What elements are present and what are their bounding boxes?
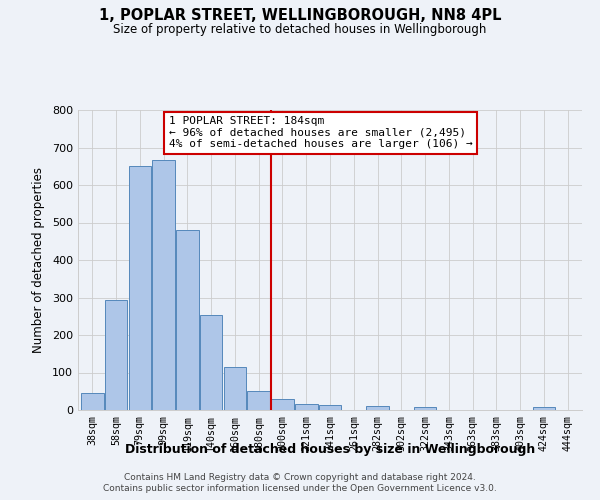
- Bar: [105, 300, 127, 410]
- Text: Distribution of detached houses by size in Wellingborough: Distribution of detached houses by size …: [125, 442, 535, 456]
- Bar: [366, 406, 389, 410]
- Bar: [152, 160, 175, 410]
- Text: Size of property relative to detached houses in Wellingborough: Size of property relative to detached ho…: [113, 22, 487, 36]
- Bar: [224, 367, 246, 410]
- Bar: [81, 393, 104, 410]
- Bar: [295, 404, 317, 410]
- Text: Contains HM Land Registry data © Crown copyright and database right 2024.: Contains HM Land Registry data © Crown c…: [124, 472, 476, 482]
- Y-axis label: Number of detached properties: Number of detached properties: [32, 167, 45, 353]
- Bar: [247, 391, 270, 410]
- Bar: [200, 315, 223, 410]
- Bar: [414, 408, 436, 410]
- Text: 1, POPLAR STREET, WELLINGBOROUGH, NN8 4PL: 1, POPLAR STREET, WELLINGBOROUGH, NN8 4P…: [99, 8, 501, 22]
- Bar: [533, 407, 555, 410]
- Bar: [319, 405, 341, 410]
- Text: 1 POPLAR STREET: 184sqm
← 96% of detached houses are smaller (2,495)
4% of semi-: 1 POPLAR STREET: 184sqm ← 96% of detache…: [169, 116, 472, 149]
- Bar: [271, 399, 294, 410]
- Bar: [128, 166, 151, 410]
- Bar: [176, 230, 199, 410]
- Text: Contains public sector information licensed under the Open Government Licence v3: Contains public sector information licen…: [103, 484, 497, 493]
